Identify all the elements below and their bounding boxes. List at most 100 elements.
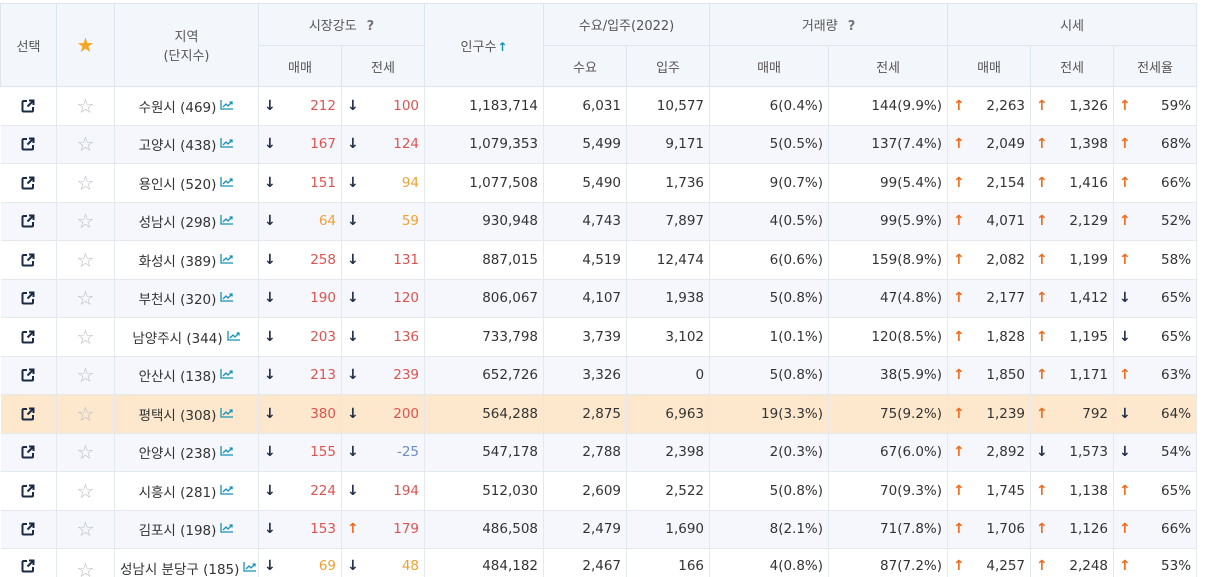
arrow-up-icon: ↑ <box>1036 482 1048 499</box>
trend-chart-icon[interactable] <box>220 290 234 306</box>
jeonse-ratio-cell: ↓ 65% <box>1113 279 1198 318</box>
header-price-jeonse[interactable]: 전세 <box>1030 45 1115 87</box>
trend-chart-icon[interactable] <box>243 560 257 576</box>
arrow-down-icon: ↓ <box>347 367 359 384</box>
external-link-icon[interactable] <box>21 290 35 306</box>
price-jeonse-cell: ↑ 1,138 <box>1030 471 1115 511</box>
trend-chart-icon[interactable] <box>220 175 234 191</box>
star-outline-icon[interactable]: ☆ <box>76 247 95 272</box>
jeonse-ratio-value: 52% <box>1161 213 1192 230</box>
favorite-cell: ☆ <box>56 548 115 577</box>
header-vol-jeonse[interactable]: 전세 <box>828 45 949 87</box>
star-outline-icon[interactable]: ☆ <box>76 286 95 311</box>
star-outline-icon[interactable]: ☆ <box>76 363 95 388</box>
region-name[interactable]: 안산시 (138) <box>138 369 217 386</box>
header-vol-sale[interactable]: 매매 <box>709 45 830 87</box>
external-link-icon[interactable] <box>21 483 35 499</box>
region-name[interactable]: 남양주시 (344) <box>132 330 223 347</box>
star-outline-icon[interactable]: ☆ <box>76 478 95 503</box>
table-row[interactable]: ☆ 성남시 (298) ↓ 64 ↓ 59 930,948 4,743 7,897 4(0.5%)… <box>0 202 1198 241</box>
table-row[interactable]: ☆ 화성시 (389) ↓ 258 ↓ 131 887,015 4,519 12,474 6(0.… <box>0 240 1198 280</box>
star-outline-icon[interactable]: ☆ <box>76 558 95 577</box>
market-strength-sale-cell: ↓ 380 <box>258 394 342 434</box>
star-outline-icon[interactable]: ☆ <box>76 132 95 157</box>
region-name[interactable]: 성남시 (298) <box>138 215 217 232</box>
header-ms-sale[interactable]: 매매 <box>258 45 342 87</box>
header-price-ratio[interactable]: 전세율 <box>1113 45 1198 87</box>
table-row[interactable]: ☆ 고양시 (438) ↓ 167 ↓ 124 1,079,353 5,499 9,171 5(0… <box>0 125 1198 164</box>
star-outline-icon[interactable]: ☆ <box>76 401 95 426</box>
external-link-icon[interactable] <box>21 98 35 114</box>
table-row[interactable]: ☆ 김포시 (198) ↓ 153 ↑ 179 486,508 2,479 1,690 8(2.1… <box>0 510 1198 549</box>
star-outline-icon[interactable]: ☆ <box>76 440 95 465</box>
header-region[interactable]: 지역 (단지수) <box>114 3 259 87</box>
region-name[interactable]: 김포시 (198) <box>138 523 217 540</box>
trend-chart-icon[interactable] <box>220 367 234 383</box>
table-row[interactable]: ☆ 평택시 (308) ↓ 380 ↓ 200 564,288 2,875 6,963 19(3.… <box>0 394 1198 434</box>
supply-cell: 7,897 <box>626 202 711 241</box>
table-row[interactable]: ☆ 수원시 (469) ↓ 212 ↓ 100 1,183,714 6,031 10,577 6(… <box>0 86 1198 126</box>
trend-chart-icon[interactable] <box>220 98 234 114</box>
select-cell <box>0 317 57 357</box>
star-outline-icon[interactable]: ☆ <box>76 170 95 195</box>
trend-chart-icon[interactable] <box>220 521 234 537</box>
trend-chart-icon[interactable] <box>220 483 234 499</box>
external-link-icon[interactable] <box>21 329 35 345</box>
header-price-sale[interactable]: 매매 <box>947 45 1032 87</box>
external-link-icon[interactable] <box>21 521 35 537</box>
external-link-icon[interactable] <box>21 175 35 191</box>
header-demand[interactable]: 수요 <box>543 45 628 87</box>
volume-sale-cell: 5(0.8%) <box>709 279 830 318</box>
population-cell: 887,015 <box>424 240 545 280</box>
star-outline-icon[interactable]: ☆ <box>76 209 95 234</box>
region-name[interactable]: 수원시 (469) <box>138 99 217 116</box>
external-link-icon[interactable] <box>21 406 35 422</box>
price-jeonse-cell: ↑ 1,195 <box>1030 317 1115 357</box>
external-link-icon[interactable] <box>21 444 35 460</box>
region-name[interactable]: 고양시 (438) <box>138 138 217 155</box>
trend-chart-icon[interactable] <box>220 213 234 229</box>
volume-jeonse-cell: 159(8.9%) <box>828 240 949 280</box>
price-jeonse-cell: ↑ 1,326 <box>1030 86 1115 126</box>
star-outline-icon[interactable]: ☆ <box>76 517 95 542</box>
star-outline-icon[interactable]: ☆ <box>76 93 95 118</box>
header-ms-jeonse[interactable]: 전세 <box>340 45 426 87</box>
arrow-down-icon: ↓ <box>347 97 359 114</box>
help-icon[interactable]: ? <box>366 19 375 34</box>
trend-chart-icon[interactable] <box>220 136 234 152</box>
external-link-icon[interactable] <box>21 367 35 383</box>
table-row[interactable]: ☆ 성남시 분당구 (185) ↓ 69 ↓ 48 484,182 2,467 166 4(0.8… <box>0 548 1198 577</box>
trend-chart-icon[interactable] <box>220 444 234 460</box>
jeonse-ratio-cell: ↑ 63% <box>1113 356 1198 395</box>
sort-asc-icon[interactable]: ↑ <box>497 39 508 54</box>
region-name[interactable]: 안양시 (238) <box>138 446 217 463</box>
table-row[interactable]: ☆ 용인시 (520) ↓ 151 ↓ 94 1,077,508 5,490 1,736 9(0.… <box>0 163 1198 203</box>
table-row[interactable]: ☆ 시흥시 (281) ↓ 224 ↓ 194 512,030 2,609 2,522 5(0.8… <box>0 471 1198 511</box>
region-name[interactable]: 평택시 (308) <box>138 407 217 424</box>
trend-chart-icon[interactable] <box>220 252 234 268</box>
trend-chart-icon[interactable] <box>226 329 241 345</box>
arrow-up-icon: ↑ <box>953 482 965 499</box>
star-outline-icon[interactable]: ☆ <box>76 324 95 349</box>
table-row[interactable]: ☆ 안양시 (238) ↓ 155 ↓ -25 547,178 2,788 2,398 2(0.3… <box>0 433 1198 472</box>
table-row[interactable]: ☆ 안산시 (138) ↓ 213 ↓ 239 652,726 3,326 0 5(0.8%) 38… <box>0 356 1198 395</box>
table-row[interactable]: ☆ 남양주시 (344) ↓ 203 ↓ 136 733,798 3,739 3,102 1(0.… <box>0 317 1198 357</box>
header-favorite[interactable]: ★ <box>56 3 115 87</box>
supply-cell: 2,522 <box>626 471 711 511</box>
market-strength-sale-cell: ↓ 203 <box>258 317 342 357</box>
external-link-icon[interactable] <box>21 252 35 268</box>
header-supply[interactable]: 입주 <box>626 45 711 87</box>
external-link-icon[interactable] <box>21 213 35 229</box>
table-row[interactable]: ☆ 부천시 (320) ↓ 190 ↓ 120 806,067 4,107 1,938 5(0.8… <box>0 279 1198 318</box>
header-population[interactable]: 인구수↑ <box>424 3 545 87</box>
region-name[interactable]: 시흥시 (281) <box>138 484 217 501</box>
region-name[interactable]: 성남시 분당구 (185) <box>120 562 240 577</box>
region-name[interactable]: 화성시 (389) <box>138 253 217 270</box>
jeonse-ratio-cell: ↑ 66% <box>1113 510 1198 549</box>
help-icon[interactable]: ? <box>847 19 856 34</box>
region-name[interactable]: 용인시 (520) <box>138 176 217 193</box>
external-link-icon[interactable] <box>21 136 35 152</box>
trend-chart-icon[interactable] <box>220 406 234 422</box>
external-link-icon[interactable] <box>21 558 35 574</box>
region-name[interactable]: 부천시 (320) <box>138 292 217 309</box>
